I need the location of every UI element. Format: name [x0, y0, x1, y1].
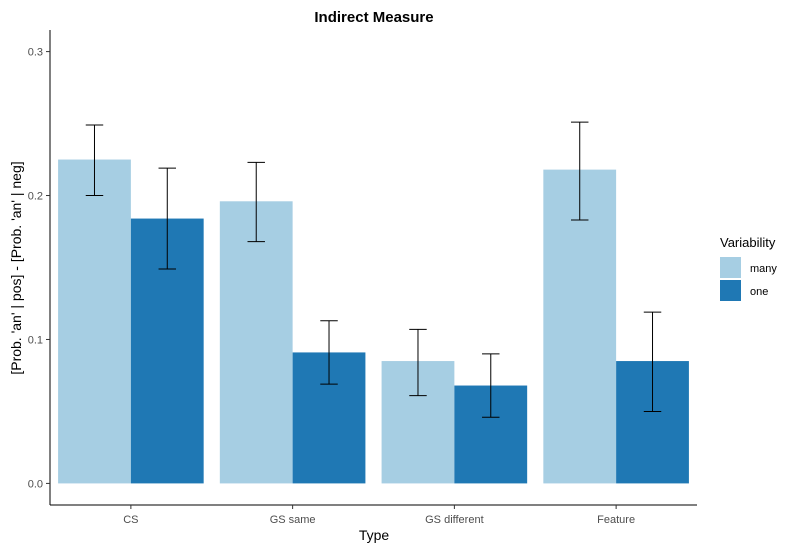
plot-area: 0.0 0.1 0.2 0.3 CS GS same GS different Feature — [28, 30, 697, 526]
error-bar-many-1 — [247, 161, 265, 243]
y-tick-label-2: 0.2 — [28, 191, 43, 203]
error-bar-many-3 — [570, 121, 589, 221]
legend: Variability many one — [720, 235, 777, 301]
error-bar-many-2 — [409, 328, 427, 397]
x-tick-label-2: GS different — [425, 514, 484, 526]
y-tick-label-0: 0.0 — [28, 478, 43, 490]
error-bar-many-0 — [85, 124, 104, 197]
y-axis-title: [Prob. 'an' | pos] - [Prob. 'an' | neg] — [8, 161, 24, 374]
y-tick-label-1: 0.1 — [28, 334, 43, 346]
x-tick-label-1: GS same — [270, 514, 316, 526]
legend-label-one: one — [750, 286, 768, 298]
legend-title: Variability — [720, 235, 776, 250]
legend-label-many: many — [750, 263, 777, 275]
legend-key-one — [720, 280, 741, 301]
x-axis-title: Type — [359, 527, 390, 543]
y-tick-label-3: 0.3 — [28, 47, 43, 59]
chart-title: Indirect Measure — [314, 9, 433, 26]
bar-many-3 — [543, 169, 617, 484]
error-bar-one-3 — [643, 311, 662, 412]
bar-many-1 — [219, 201, 293, 484]
x-tick-label-0: CS — [123, 514, 138, 526]
bar-many-0 — [58, 159, 131, 484]
error-bar-one-0 — [158, 167, 177, 270]
legend-key-many — [720, 257, 741, 278]
error-bar-one-1 — [320, 320, 338, 385]
x-tick-label-3: Feature — [597, 514, 635, 526]
error-bar-one-2 — [482, 353, 500, 418]
